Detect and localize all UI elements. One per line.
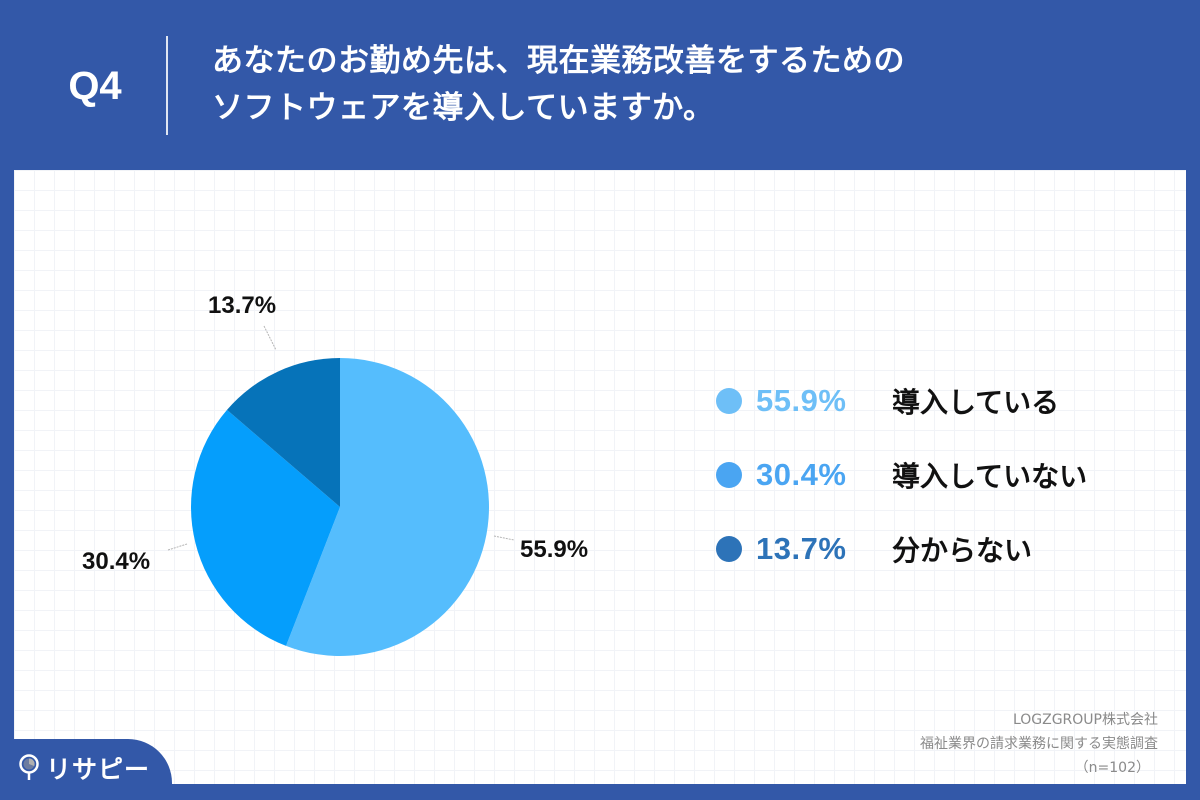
legend-item-introduced: 55.9% 導入している: [716, 382, 1087, 420]
pie-label-slice2: 30.4%: [82, 548, 151, 575]
question-title: あなたのお勤め先は、現在業務改善をするための ソフトウェアを導入していますか。: [212, 38, 905, 132]
sample-size: （n=102）: [1074, 760, 1150, 776]
legend-label: 導入している: [892, 386, 1060, 419]
leader-line-slice2: [167, 543, 188, 551]
header-divider: [166, 36, 168, 135]
header: Q4 あなたのお勤め先は、現在業務改善をするための ソフトウェアを導入しています…: [0, 0, 1200, 170]
question-number: Q4: [68, 64, 122, 108]
question-title-line1: あなたのお勤め先は、現在業務改善をするための: [212, 43, 905, 79]
pie-label-slice1: 55.9%: [520, 536, 589, 563]
legend-dot-icon: [716, 462, 742, 488]
logo-tab: [0, 739, 172, 800]
legend-value: 30.4%: [756, 457, 847, 492]
leader-line-slice1: [493, 535, 515, 541]
logo-text: リサピー: [46, 755, 151, 784]
source-survey: 福祉業界の請求業務に関する実態調査: [920, 736, 1158, 752]
pie-slice-unknown: [227, 358, 340, 507]
legend-value: 13.7%: [756, 531, 847, 566]
legend-item-unknown: 13.7% 分からない: [716, 530, 1087, 568]
pie-label-slice3: 13.7%: [208, 292, 277, 319]
legend: 55.9% 導入している 30.4% 導入していない 13.7% 分からない: [716, 382, 1087, 604]
pie-slice-not-introduced: [190, 409, 340, 646]
question-title-line2: ソフトウェアを導入していますか。: [212, 90, 715, 126]
pin-chart-icon: [19, 754, 39, 780]
brand-logo: リサピー: [18, 750, 150, 786]
legend-item-not-introduced: 30.4% 導入していない: [716, 456, 1087, 494]
legend-value: 55.9%: [756, 383, 847, 418]
legend-dot-icon: [716, 388, 742, 414]
leader-line-slice3: [263, 325, 277, 351]
legend-label: 導入していない: [892, 460, 1088, 493]
legend-label: 分からない: [892, 534, 1033, 567]
pie-slice-introduced: [286, 358, 489, 656]
source-note: LOGZGROUP株式会社 福祉業界の請求業務に関する実態調査 （n=102）: [920, 708, 1158, 780]
legend-dot-icon: [716, 536, 742, 562]
source-company: LOGZGROUP株式会社: [1012, 712, 1158, 728]
